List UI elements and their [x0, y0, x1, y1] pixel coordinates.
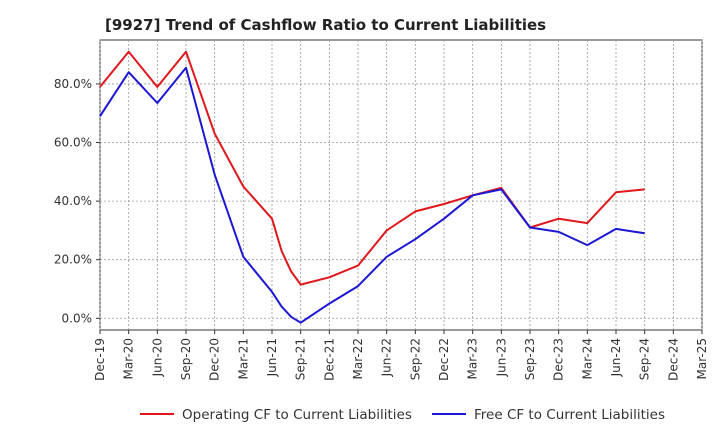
- x-tick-label: Dec-21: [322, 338, 336, 381]
- y-tick-label: 60.0%: [54, 136, 92, 150]
- x-tick-label: Mar-25: [695, 338, 709, 379]
- x-tick-label: Dec-24: [666, 338, 680, 381]
- y-tick-label: 80.0%: [54, 77, 92, 91]
- x-tick-label: Sep-24: [638, 338, 652, 380]
- x-tick-label: Mar-24: [580, 338, 594, 379]
- x-tick-label: Dec-20: [208, 338, 222, 381]
- x-tick-label: Jun-24: [609, 338, 623, 377]
- legend: Operating CF to Current Liabilities Free …: [140, 407, 665, 423]
- x-tick-label: Jun-23: [494, 338, 508, 377]
- x-tick-label: Sep-22: [408, 338, 422, 380]
- x-tick-label: Mar-21: [236, 338, 250, 379]
- y-tick-label: 40.0%: [54, 194, 92, 208]
- series-line-operating-cf: [99, 50, 645, 286]
- x-tick-label: Dec-23: [552, 338, 566, 381]
- x-tick-label: Jun-22: [380, 338, 394, 377]
- series-lines: [99, 50, 645, 324]
- legend-label: Free CF to Current Liabilities: [474, 407, 665, 423]
- x-tick-label: Sep-23: [523, 338, 537, 380]
- x-tick-label: Jun-21: [265, 338, 279, 377]
- grid-lines: [99, 40, 703, 330]
- x-tick-label: Dec-22: [437, 338, 451, 381]
- x-tick-label: Sep-21: [294, 338, 308, 380]
- chart-title: [9927] Trend of Cashflow Ratio to Curren…: [105, 16, 546, 34]
- x-axis-ticks: Dec-19 Mar-20 Jun-20 Sep-20 Dec-20 Mar-21 Jun-…: [93, 330, 709, 381]
- legend-label: Operating CF to Current Liabilities: [182, 407, 412, 423]
- x-tick-label: Mar-22: [351, 338, 365, 379]
- series-line-free-cf: [99, 66, 645, 324]
- x-tick-label: Jun-20: [150, 338, 164, 377]
- x-tick-label: Sep-20: [179, 338, 193, 380]
- x-tick-label: Mar-20: [122, 338, 136, 379]
- y-axis-ticks: 0.0% 20.0% 40.0% 60.0% 80.0%: [54, 77, 100, 325]
- x-tick-label: Mar-23: [466, 338, 480, 379]
- x-tick-label: Dec-19: [93, 338, 107, 381]
- y-tick-label: 0.0%: [62, 311, 93, 325]
- y-tick-label: 20.0%: [54, 253, 92, 267]
